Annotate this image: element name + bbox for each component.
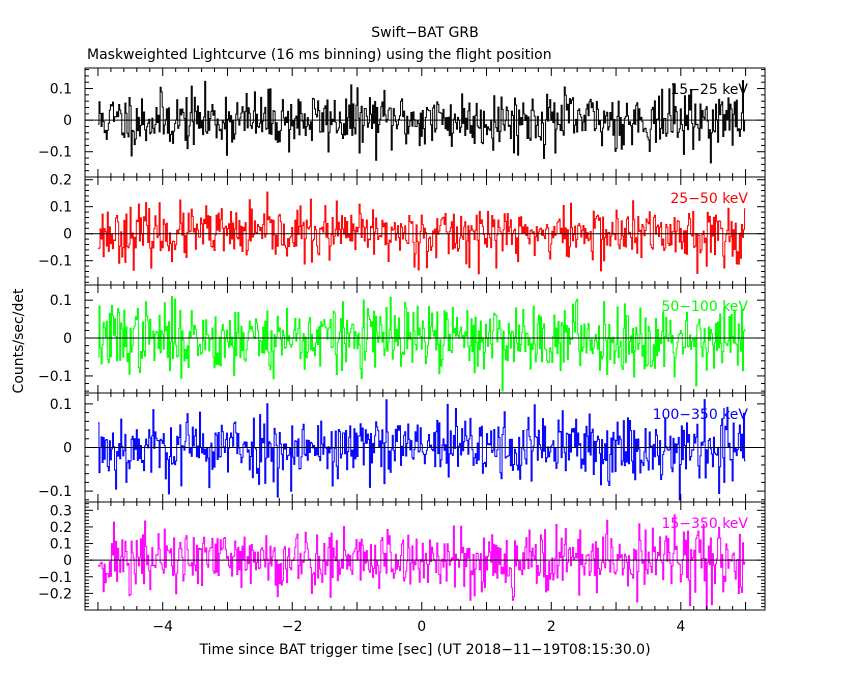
y-tick-label: 0.1 (50, 397, 72, 413)
y-tick-label: 0 (63, 553, 72, 569)
y-tick-label: 0.3 (50, 503, 72, 519)
y-tick-label: 0 (63, 113, 72, 129)
panel-3: −0.1 0 0.1 50−100 keV (38, 284, 766, 394)
energy-band-label-5: 15−350 keV (661, 516, 748, 532)
y-tick-label: 0.1 (50, 537, 72, 553)
energy-band-label-3: 50−100 keV (661, 299, 748, 315)
y-tick-label: 0.1 (50, 200, 72, 216)
panel-frame-5 (84, 501, 766, 611)
chart-title: Swift−BAT GRB (371, 25, 478, 41)
series-line-5 (97, 514, 746, 611)
energy-band-label-2: 25−50 keV (670, 191, 748, 207)
y-tick-label: 0.2 (50, 173, 72, 189)
series-line-4 (97, 399, 746, 501)
y-tick-label: 0 (63, 441, 72, 457)
y-tick-label: 0.1 (50, 82, 72, 98)
x-tick-label: −4 (152, 619, 173, 635)
y-tick-label: 0 (63, 331, 72, 347)
y-tick-label: 0 (63, 227, 72, 243)
series-line-3 (97, 296, 746, 392)
y-tick-label: −0.2 (38, 586, 72, 602)
y-tick-label: −0.1 (38, 145, 72, 161)
series-line-2 (97, 191, 746, 275)
x-tick-label: 0 (417, 619, 426, 635)
y-tick-label: −0.1 (38, 369, 72, 385)
y-tick-label: −0.1 (38, 570, 72, 586)
panel-4: −0.1 0 0.1 100−350 keV (38, 392, 766, 503)
y-tick-label: 0.2 (50, 520, 72, 536)
x-axis-title: Time since BAT trigger time [sec] (UT 20… (198, 642, 650, 658)
series-line-1 (97, 80, 746, 164)
x-tick-label: 4 (676, 619, 685, 635)
x-tick-label: 2 (547, 619, 556, 635)
y-axis-title: Counts/sec/det (11, 288, 27, 393)
panel-5: −0.2−0.100.10.20.3 15−350 keV (38, 501, 766, 611)
energy-band-label-4: 100−350 keV (653, 407, 749, 423)
energy-band-label-1: 15−25 keV (670, 82, 748, 98)
y-tick-label: 0.1 (50, 293, 72, 309)
x-tick-label: −2 (282, 619, 303, 635)
panel-1: −0.1 0 0.1 15−25 keV (38, 67, 766, 178)
chart-subtitle: Maskweighted Lightcurve (16 ms binning) … (87, 47, 552, 63)
panels-group: −0.100.1 15−25 keV−0.100.10.225−50 keV−0.… (38, 67, 766, 635)
y-tick-label: −0.1 (38, 484, 72, 500)
y-tick-label: −0.1 (38, 254, 72, 270)
